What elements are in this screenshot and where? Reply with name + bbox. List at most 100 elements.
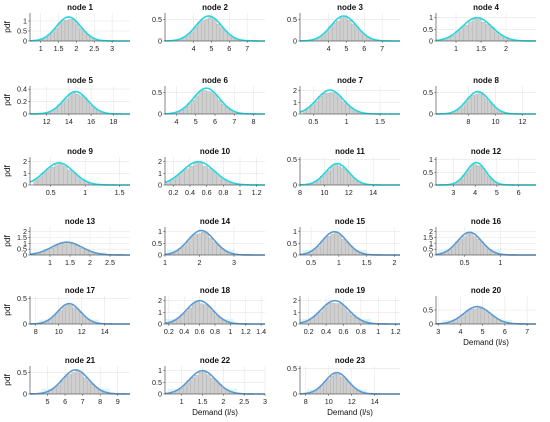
histogram-bar xyxy=(461,314,466,325)
histogram-bar xyxy=(208,237,213,256)
histogram-bar xyxy=(206,374,211,395)
histogram-bar xyxy=(62,243,67,256)
y-tick-label: 0.5 xyxy=(423,168,433,177)
y-tick-label: 0 xyxy=(293,37,297,46)
histogram-bar xyxy=(67,374,72,395)
histogram-bar xyxy=(219,27,224,42)
histogram-bar xyxy=(469,233,474,256)
x-tick-label: 1.5 xyxy=(115,188,125,197)
histogram-bar xyxy=(341,239,346,256)
subplot-node-14: 1 2 3 0 0.5 1 node 14 xyxy=(152,217,265,267)
histogram-bar xyxy=(339,17,344,42)
histogram-bar xyxy=(485,24,491,42)
histogram-bar xyxy=(201,231,206,256)
histogram-bar xyxy=(202,90,207,115)
subplot-node-9: 0.5 1 1.5 0 1 2 node 9 pdf xyxy=(2,147,130,197)
y-tick-label: 0 xyxy=(429,110,433,119)
subplot-node-18: 0.2 0.4 0.6 0.8 1 1.2 1.4 0 1 2 node 18 xyxy=(158,286,266,336)
histogram-bar xyxy=(478,165,483,186)
histogram-bar xyxy=(347,20,352,42)
histogram-bar xyxy=(341,101,346,115)
x-tick-label: 1.4 xyxy=(256,327,266,336)
histogram-bar xyxy=(330,166,334,186)
histogram-bar xyxy=(72,307,76,325)
x-tick-label: 10 xyxy=(325,397,333,406)
x-tick-label: 8 xyxy=(298,188,302,197)
subplot-title: node 22 xyxy=(200,356,231,365)
y-tick-label: 1 xyxy=(429,13,433,22)
y-tick-label: 0.5 xyxy=(17,27,27,36)
histogram-bar xyxy=(476,165,480,186)
histogram-bar xyxy=(202,371,207,395)
y-axis-label: pdf xyxy=(2,93,12,105)
histogram-bar xyxy=(210,91,215,115)
x-tick-label: 5 xyxy=(194,117,198,126)
x-tick-label: 6 xyxy=(213,117,217,126)
y-tick-label: 1 xyxy=(158,366,162,375)
x-tick-label: 1 xyxy=(345,117,349,126)
y-tick-label: 0.5 xyxy=(287,239,297,248)
x-tick-label: 1.5 xyxy=(65,258,75,267)
histogram-bar xyxy=(198,372,203,395)
y-tick-label: 2 xyxy=(158,157,162,166)
histogram-bar xyxy=(46,168,51,186)
histogram-bar xyxy=(68,18,73,42)
histogram-bar xyxy=(212,19,217,42)
histogram-bar xyxy=(316,246,321,256)
histogram-bar xyxy=(61,101,66,115)
x-tick-label: 5 xyxy=(481,327,485,336)
histogram-bar xyxy=(214,315,219,325)
subplot-node-4: 1 1.5 2 0 0.5 1 node 4 xyxy=(423,3,536,53)
x-tick-label: 1.5 xyxy=(476,44,486,53)
subplot-title: node 4 xyxy=(473,3,499,12)
histogram-bar xyxy=(210,310,215,325)
histogram-bar xyxy=(221,104,226,115)
subplot-title: node 20 xyxy=(471,286,502,295)
histogram-bar xyxy=(78,95,83,115)
x-tick-label: 14 xyxy=(101,327,109,336)
y-tick-label: 0 xyxy=(23,181,27,190)
y-axis-label: pdf xyxy=(2,164,12,176)
histogram-bar xyxy=(185,241,190,256)
x-tick-label: 1 xyxy=(228,327,232,336)
histogram-bar xyxy=(64,19,69,42)
subplot-title: node 2 xyxy=(202,3,228,12)
subplot-title: node 14 xyxy=(200,217,231,226)
y-tick-label: 0 xyxy=(158,251,162,260)
y-tick-label: 0 xyxy=(293,251,297,260)
x-tick-label: 1.2 xyxy=(391,327,401,336)
histogram-bar xyxy=(329,376,334,395)
subplot-title: node 8 xyxy=(473,76,499,85)
histogram-bar xyxy=(64,98,69,115)
x-tick-label: 8 xyxy=(466,117,470,126)
y-tick-label: 2 xyxy=(429,227,433,236)
x-tick-label: 5 xyxy=(46,397,50,406)
histogram-bar xyxy=(472,236,477,256)
y-tick-label: 1 xyxy=(429,155,433,164)
y-tick-label: 2 xyxy=(293,86,297,95)
histogram-bar xyxy=(54,164,60,186)
subplot-node-5: 12 14 16 18 0 0.2 0.4 node 5 pdf xyxy=(2,76,130,126)
histogram-bar xyxy=(66,243,72,256)
x-tick-label: 3 xyxy=(451,188,455,197)
histogram-bar xyxy=(343,16,348,42)
histogram-bar xyxy=(323,172,328,186)
histogram-bar xyxy=(468,21,473,42)
y-tick-label: 2 xyxy=(23,227,27,236)
x-tick-label: 7 xyxy=(232,117,236,126)
histogram-bar xyxy=(194,375,199,395)
x-tick-label: 0.2 xyxy=(164,327,174,336)
histogram-bar xyxy=(476,239,481,256)
x-tick-label: 1 xyxy=(163,258,167,267)
subplot-title: node 3 xyxy=(337,3,363,12)
histogram-bar xyxy=(467,169,471,186)
x-tick-label: 0.4 xyxy=(179,327,189,336)
x-tick-label: 12 xyxy=(348,397,356,406)
histogram-bar xyxy=(464,101,468,115)
pdf-curve xyxy=(435,16,536,42)
histogram-bar xyxy=(329,92,335,115)
histogram-bar xyxy=(471,95,475,115)
y-tick-label: 2 xyxy=(158,296,162,305)
histogram-bar xyxy=(464,172,468,186)
x-tick-label: 2 xyxy=(392,258,396,267)
